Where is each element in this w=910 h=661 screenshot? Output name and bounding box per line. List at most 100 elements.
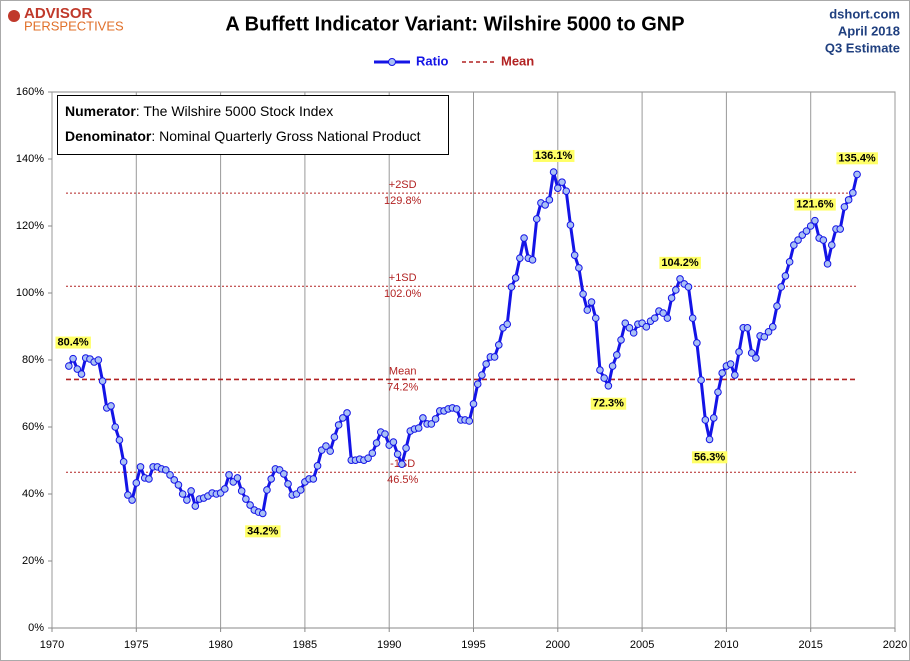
data-point	[549, 168, 558, 176]
note: Numerator: The Wilshire 5000 Stock Index	[65, 99, 441, 124]
data-point	[263, 486, 271, 494]
data-label-bg	[836, 152, 878, 165]
y-tick-label: 40%	[22, 488, 44, 500]
data-label: 56.3%	[694, 451, 725, 463]
data-point	[174, 481, 183, 489]
note-term: Denominator	[65, 128, 152, 144]
data-point	[368, 449, 377, 457]
data-point	[516, 254, 524, 262]
data-point	[705, 435, 714, 444]
data-label-bg	[590, 397, 627, 410]
data-label-bg	[55, 336, 91, 349]
data-point	[528, 256, 537, 264]
data-label: 104.2%	[661, 257, 699, 269]
data-point	[267, 475, 275, 483]
x-tick-label: 2005	[630, 639, 654, 651]
data-point	[322, 442, 330, 450]
data-point	[768, 323, 777, 331]
data-point	[608, 362, 617, 370]
data-point	[393, 450, 402, 458]
data-point	[558, 178, 566, 186]
data-point	[554, 184, 562, 192]
data-point	[701, 416, 710, 424]
x-tick-label: 1975	[124, 639, 148, 651]
note-term: Numerator	[65, 103, 136, 119]
data-point	[562, 187, 571, 195]
data-point	[621, 319, 630, 327]
reference-value: 129.8%	[384, 195, 422, 207]
data-point	[718, 369, 726, 377]
data-point	[246, 501, 254, 509]
y-tick-label: 80%	[22, 354, 44, 366]
x-tick-label: 2015	[798, 639, 822, 651]
data-point	[98, 377, 107, 385]
data-point	[773, 302, 781, 310]
data-point	[794, 236, 802, 244]
x-tick-label: 2000	[546, 639, 570, 651]
data-point	[596, 366, 604, 374]
data-label: 135.4%	[838, 152, 876, 164]
y-tick-label: 100%	[16, 287, 44, 299]
data-point	[802, 227, 811, 235]
data-point	[617, 336, 625, 344]
data-point	[166, 471, 174, 479]
data-point	[233, 474, 242, 482]
data-point	[381, 430, 389, 438]
data-point	[790, 241, 798, 249]
data-point	[465, 417, 474, 425]
data-point	[119, 458, 128, 466]
data-point	[326, 447, 334, 455]
data-point	[672, 286, 680, 294]
data-point	[389, 438, 398, 446]
data-point	[414, 424, 423, 432]
data-point	[258, 509, 267, 518]
data-point	[398, 460, 406, 468]
data-point	[507, 283, 516, 291]
y-tick-label: 160%	[16, 86, 44, 98]
data-label-bg	[532, 149, 575, 162]
data-point	[330, 433, 339, 441]
data-point	[545, 196, 554, 204]
data-point	[663, 314, 672, 322]
y-tick-label: 0%	[28, 622, 44, 634]
data-point	[566, 221, 575, 229]
x-tick-label: 1995	[461, 639, 485, 651]
data-label: 136.1%	[535, 150, 573, 162]
data-point	[819, 236, 828, 244]
data-point	[840, 203, 849, 211]
source-text: April 2018	[838, 23, 900, 38]
data-point	[364, 454, 372, 462]
data-point	[688, 314, 697, 322]
data-point	[132, 479, 141, 487]
data-point	[844, 196, 853, 204]
data-point	[339, 414, 347, 422]
notes-box: Numerator: The Wilshire 5000 Stock Index…	[57, 95, 449, 155]
data-point	[427, 420, 436, 428]
data-point	[372, 439, 381, 447]
data-point	[191, 502, 200, 510]
legend-label: Mean	[501, 53, 534, 68]
data-point	[541, 201, 549, 209]
data-point	[693, 339, 701, 347]
data-point	[827, 241, 836, 249]
data-point	[145, 475, 153, 483]
note-text: : Nominal Quarterly Gross National Produ…	[151, 128, 421, 144]
data-point	[431, 415, 440, 423]
data-point	[532, 215, 541, 223]
data-point	[225, 471, 233, 479]
data-point	[69, 354, 77, 363]
data-point	[183, 496, 191, 504]
data-label: 80.4%	[57, 337, 88, 349]
legend-swatch	[388, 58, 396, 66]
data-point	[313, 462, 322, 470]
data-point	[752, 354, 760, 362]
data-point	[162, 466, 170, 474]
data-point	[94, 356, 103, 364]
data-point	[781, 272, 790, 280]
data-label: 121.6%	[796, 199, 834, 211]
data-point	[684, 283, 693, 291]
y-tick-label: 120%	[16, 220, 44, 232]
data-point	[697, 376, 705, 384]
data-label: 72.3%	[593, 398, 624, 410]
data-point	[237, 487, 246, 495]
